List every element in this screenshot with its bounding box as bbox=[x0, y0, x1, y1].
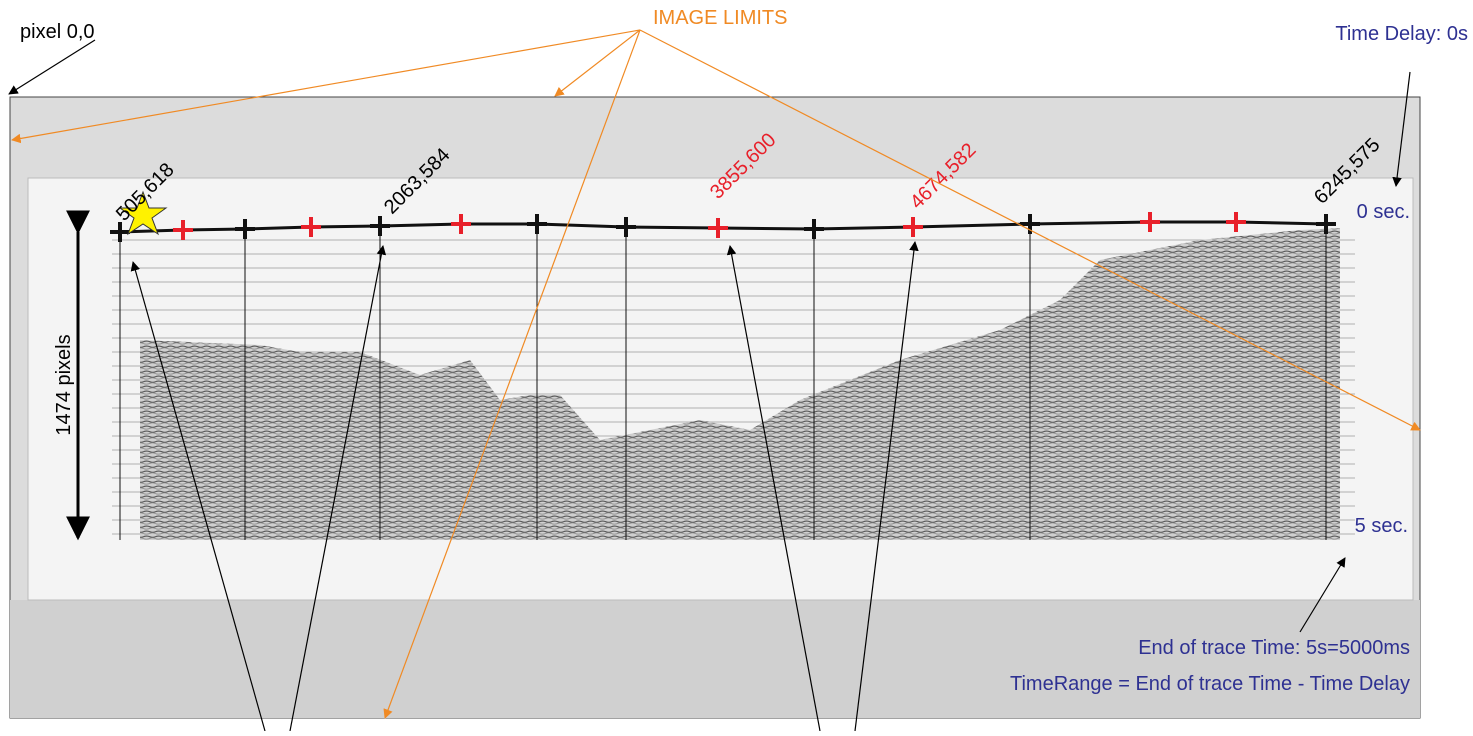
black-cross bbox=[527, 214, 547, 234]
red-cross bbox=[1140, 212, 1160, 232]
height-label: 1474 pixels bbox=[53, 334, 75, 435]
image-limits-label: IMAGE LIMITS bbox=[653, 7, 787, 29]
end-time-label: End of trace Time: 5s=5000ms bbox=[1138, 637, 1410, 659]
top-time-label: 0 sec. bbox=[1357, 201, 1410, 223]
bottom-time-label: 5 sec. bbox=[1355, 515, 1408, 537]
orange-arrows bbox=[11, 29, 1421, 719]
black-cross bbox=[370, 216, 390, 236]
black-cross bbox=[1316, 214, 1336, 234]
origin-label: pixel 0,0 bbox=[20, 21, 95, 43]
time-range-label: TimeRange = End of trace Time - Time Del… bbox=[1010, 673, 1410, 695]
red-cross bbox=[301, 217, 321, 237]
red-cross bbox=[451, 214, 471, 234]
red-cross bbox=[173, 220, 193, 240]
star bbox=[118, 190, 168, 236]
red-cross bbox=[1226, 212, 1246, 232]
black-cross bbox=[804, 219, 824, 239]
time-delay-label: Time Delay: 0s bbox=[1335, 23, 1468, 45]
image-bottom bbox=[10, 600, 1420, 718]
red-cross bbox=[903, 217, 923, 237]
black-cross bbox=[616, 217, 636, 237]
black-cross bbox=[235, 219, 255, 239]
black-cross bbox=[110, 222, 130, 242]
crosses bbox=[110, 212, 1336, 242]
black-arrows bbox=[8, 39, 1411, 732]
red-cross bbox=[708, 218, 728, 238]
seismic-section bbox=[140, 228, 1340, 540]
